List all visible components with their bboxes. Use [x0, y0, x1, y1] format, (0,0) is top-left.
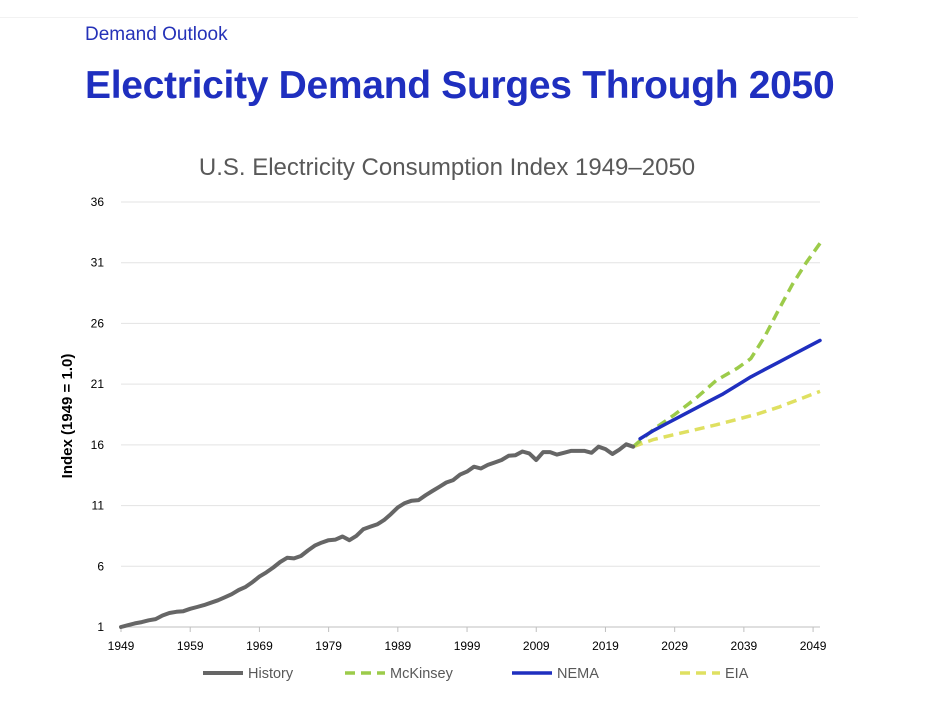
x-tick-label: 2049 — [800, 639, 827, 653]
x-tick-label: 1959 — [177, 639, 204, 653]
x-tick-label: 2009 — [523, 639, 550, 653]
page-headline: Electricity Demand Surges Through 2050 — [85, 64, 835, 107]
x-tick-label: 1949 — [108, 639, 135, 653]
section-eyebrow: Demand Outlook — [85, 24, 228, 45]
x-tick-labels: 1949 1959 1969 1979 1989 1999 2009 2019 2029 2039… — [108, 627, 827, 653]
series-line-eia — [632, 389, 821, 449]
y-tick-label: 26 — [91, 316, 105, 330]
y-tick-label: 36 — [91, 195, 105, 209]
series-line-history — [119, 442, 636, 629]
y-tick-label: 1 — [97, 620, 104, 634]
x-tick-label: 2029 — [661, 639, 688, 653]
y-tick-label: 31 — [91, 256, 105, 270]
x-tick-label: 1989 — [384, 639, 411, 653]
y-tick-label: 6 — [97, 559, 104, 573]
x-tick-label: 2019 — [592, 639, 619, 653]
legend-label-history: History — [248, 666, 294, 682]
chart-title: U.S. Electricity Consumption Index 1949–… — [199, 154, 695, 181]
series-line-mckinsey — [631, 242, 822, 449]
series-lines — [119, 242, 822, 629]
x-tick-label: 2039 — [731, 639, 758, 653]
legend-label-nema: NEMA — [557, 666, 599, 682]
y-tick-label: 11 — [92, 499, 105, 513]
x-tick-label: 1969 — [246, 639, 273, 653]
gridlines — [121, 201, 820, 628]
y-axis-label: Index (1949 = 1.0) — [59, 354, 76, 479]
y-tick-label: 21 — [91, 377, 105, 391]
x-tick-label: 1999 — [454, 639, 481, 653]
legend-label-eia: EIA — [725, 666, 749, 682]
series-line-nema — [638, 338, 822, 441]
legend: History McKinsey NEMA EIA — [203, 666, 749, 682]
y-tick-label: 16 — [91, 438, 105, 452]
legend-label-mckinsey: McKinsey — [390, 666, 454, 682]
header-divider — [0, 17, 858, 18]
x-tick-label: 1979 — [315, 639, 342, 653]
